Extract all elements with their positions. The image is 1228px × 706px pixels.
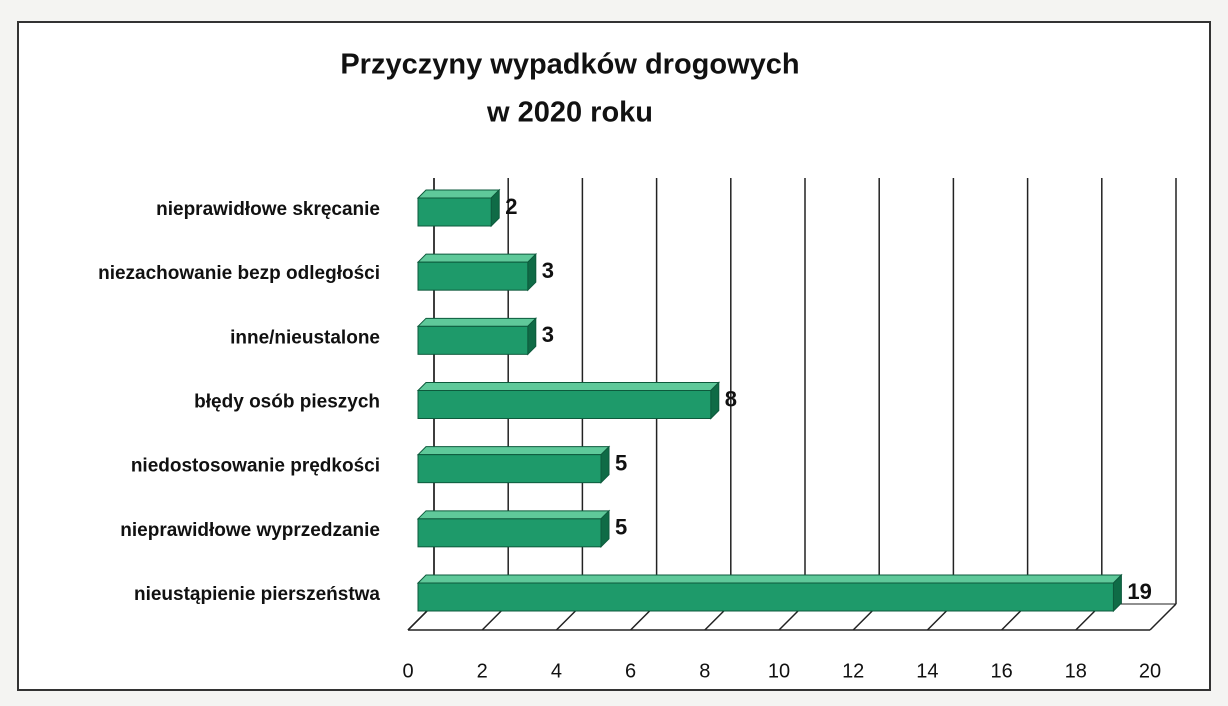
- bar: [417, 390, 712, 419]
- bar: [417, 518, 602, 548]
- bar: [417, 582, 1114, 612]
- x-tick-label: 2: [477, 660, 488, 682]
- y-tick-label: nieustąpienie pierszeństwa: [134, 584, 380, 605]
- y-tick-label: niedostosowanie prędkości: [131, 456, 380, 477]
- chart-title: Przyczyny wypadków drogowych: [340, 49, 799, 81]
- bar-top: [416, 253, 538, 263]
- x-tick-label: 14: [916, 660, 938, 682]
- x-tick-label: 8: [699, 660, 710, 682]
- bar-top: [416, 446, 611, 456]
- bar-top: [416, 510, 611, 520]
- bar-top: [416, 189, 501, 199]
- chart-title: w 2020 roku: [486, 97, 653, 129]
- data-label: 3: [542, 322, 554, 347]
- y-tick-label: błędy osób pieszych: [194, 392, 380, 413]
- y-tick-label: nieprawidłowe skręcanie: [156, 199, 380, 220]
- bar: [417, 261, 529, 291]
- bar-top: [416, 317, 538, 327]
- bar: [417, 325, 529, 355]
- data-label: 5: [615, 450, 627, 475]
- x-tick-label: 12: [842, 660, 864, 682]
- x-tick-label: 4: [551, 660, 562, 682]
- data-label: 2: [505, 194, 517, 219]
- bar: [417, 197, 492, 227]
- y-tick-label: niezachowanie bezp odległości: [98, 263, 380, 284]
- x-tick-label: 20: [1139, 660, 1161, 682]
- x-tick-label: 16: [990, 660, 1012, 682]
- x-tick-label: 18: [1065, 660, 1087, 682]
- bar-top: [416, 382, 721, 391]
- x-tick-label: 10: [768, 660, 790, 682]
- bar-top: [416, 574, 1123, 584]
- x-tick-label: 6: [625, 660, 636, 682]
- x-tick-label: 0: [402, 660, 413, 682]
- data-label: 3: [542, 258, 554, 283]
- grid-line: [1149, 603, 1177, 631]
- y-tick-label: inne/nieustalone: [230, 327, 380, 348]
- data-label: 8: [725, 386, 737, 411]
- y-tick-label: nieprawidłowe wyprzedzanie: [120, 520, 380, 541]
- data-label: 5: [615, 515, 627, 540]
- data-label: 19: [1127, 579, 1151, 604]
- bar: [417, 454, 602, 484]
